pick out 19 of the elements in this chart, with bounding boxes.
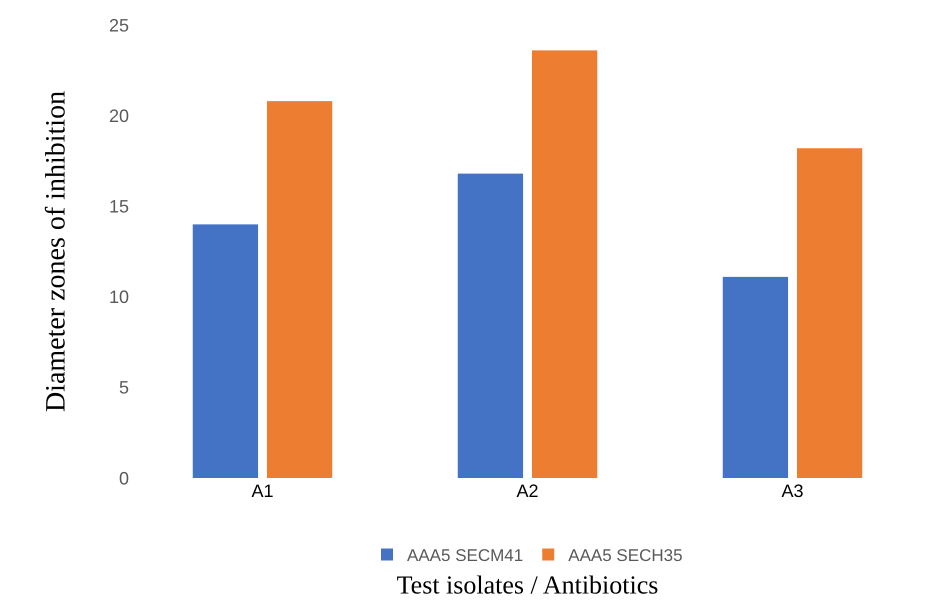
bar <box>532 50 598 478</box>
legend-label: AAA5 SECM41 <box>407 546 524 566</box>
x-tick-label: A1 <box>251 481 274 501</box>
bar <box>192 224 258 478</box>
x-tick-label: A3 <box>781 481 804 501</box>
y-tick-label: 20 <box>108 106 129 126</box>
y-axis-title: Diameter zones of inhibition <box>40 90 72 412</box>
y-tick-label: 15 <box>108 196 129 216</box>
y-tick-label: 25 <box>108 15 129 36</box>
bar <box>458 174 524 478</box>
x-tick-label: A2 <box>516 481 539 501</box>
x-axis-title: Test isolates / Antibiotics <box>396 570 658 600</box>
y-tick-label: 10 <box>108 287 129 308</box>
bar <box>266 101 332 478</box>
bar <box>722 276 788 478</box>
legend-label: AAA5 SECH35 <box>568 546 683 566</box>
y-tick-label: 5 <box>118 378 129 398</box>
y-tick-label: 0 <box>118 468 129 488</box>
bar <box>796 148 862 478</box>
